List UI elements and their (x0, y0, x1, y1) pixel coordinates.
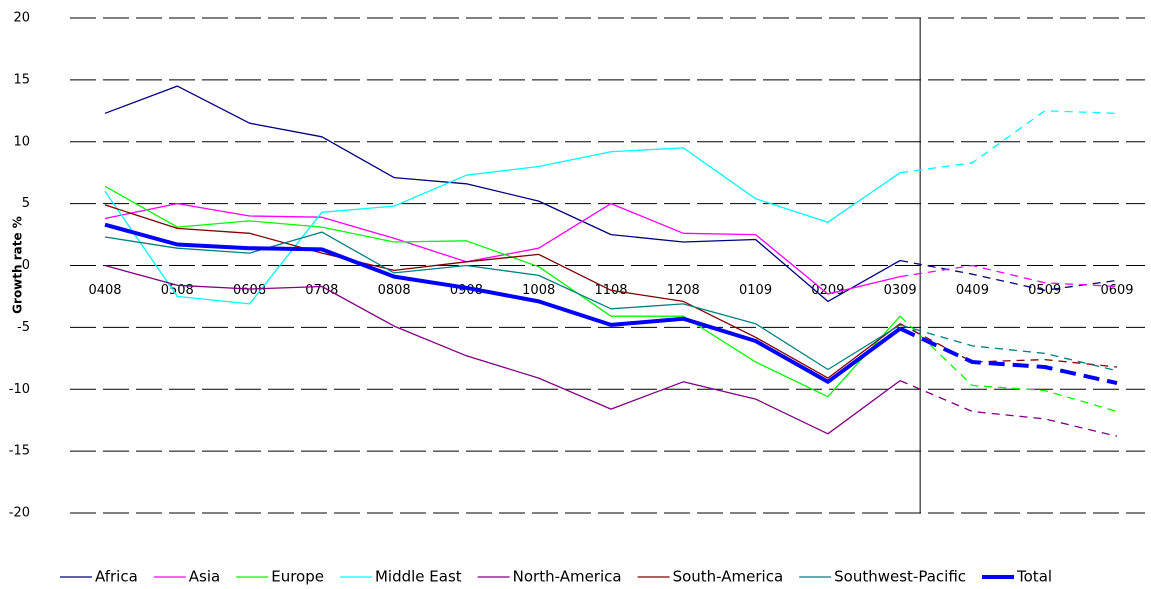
y-tick-label: -20 (9, 506, 30, 521)
y-tick-label: 5 (22, 196, 30, 211)
legend-label: Total (1016, 568, 1052, 586)
y-tick-label: 0 (22, 258, 30, 273)
x-tick-label: 0608 (233, 283, 266, 298)
y-tick-label: 15 (13, 72, 30, 87)
legend-label: Southwest-Pacific (834, 568, 966, 586)
legend-label: Middle East (375, 568, 462, 586)
x-tick-label: 0409 (956, 283, 989, 298)
y-tick-label: 10 (13, 134, 30, 149)
x-tick-label: 0309 (884, 283, 917, 298)
y-tick-label: -5 (17, 320, 30, 335)
y-axis-label: Growth rate % (11, 216, 25, 314)
series-line (104, 185, 901, 398)
legend-label: North-America (513, 568, 622, 586)
series-line (104, 85, 901, 303)
legend-label: Africa (95, 568, 138, 586)
y-tick-label: 20 (13, 11, 30, 26)
series-line (899, 323, 1118, 368)
y-tick-label: -15 (9, 444, 30, 459)
x-tick-label: 1208 (667, 283, 700, 298)
series-line (900, 110, 1118, 174)
series-line (104, 264, 901, 435)
y-tick-label: -10 (9, 382, 30, 397)
series-line (900, 264, 1118, 288)
series-line (104, 202, 901, 295)
series-line (899, 324, 1118, 372)
legend-label: Europe (271, 568, 324, 586)
legend-label: South-America (673, 568, 784, 586)
x-tick-label: 0708 (305, 283, 338, 298)
series-line (899, 315, 1118, 413)
series-line (104, 222, 902, 384)
legend-label: Asia (189, 568, 220, 586)
series-line (104, 204, 901, 379)
series-line (899, 259, 1118, 291)
x-tick-label: 0609 (1100, 283, 1133, 298)
x-tick-label: 0109 (739, 283, 772, 298)
x-tick-label: 0508 (161, 283, 194, 298)
x-tick-label: 1008 (522, 283, 555, 298)
series-line (104, 147, 901, 305)
series-line (899, 380, 1118, 437)
x-tick-label: 0408 (88, 283, 121, 298)
x-tick-label: 0808 (378, 283, 411, 298)
series-line (104, 231, 901, 371)
series-line (899, 326, 1118, 386)
